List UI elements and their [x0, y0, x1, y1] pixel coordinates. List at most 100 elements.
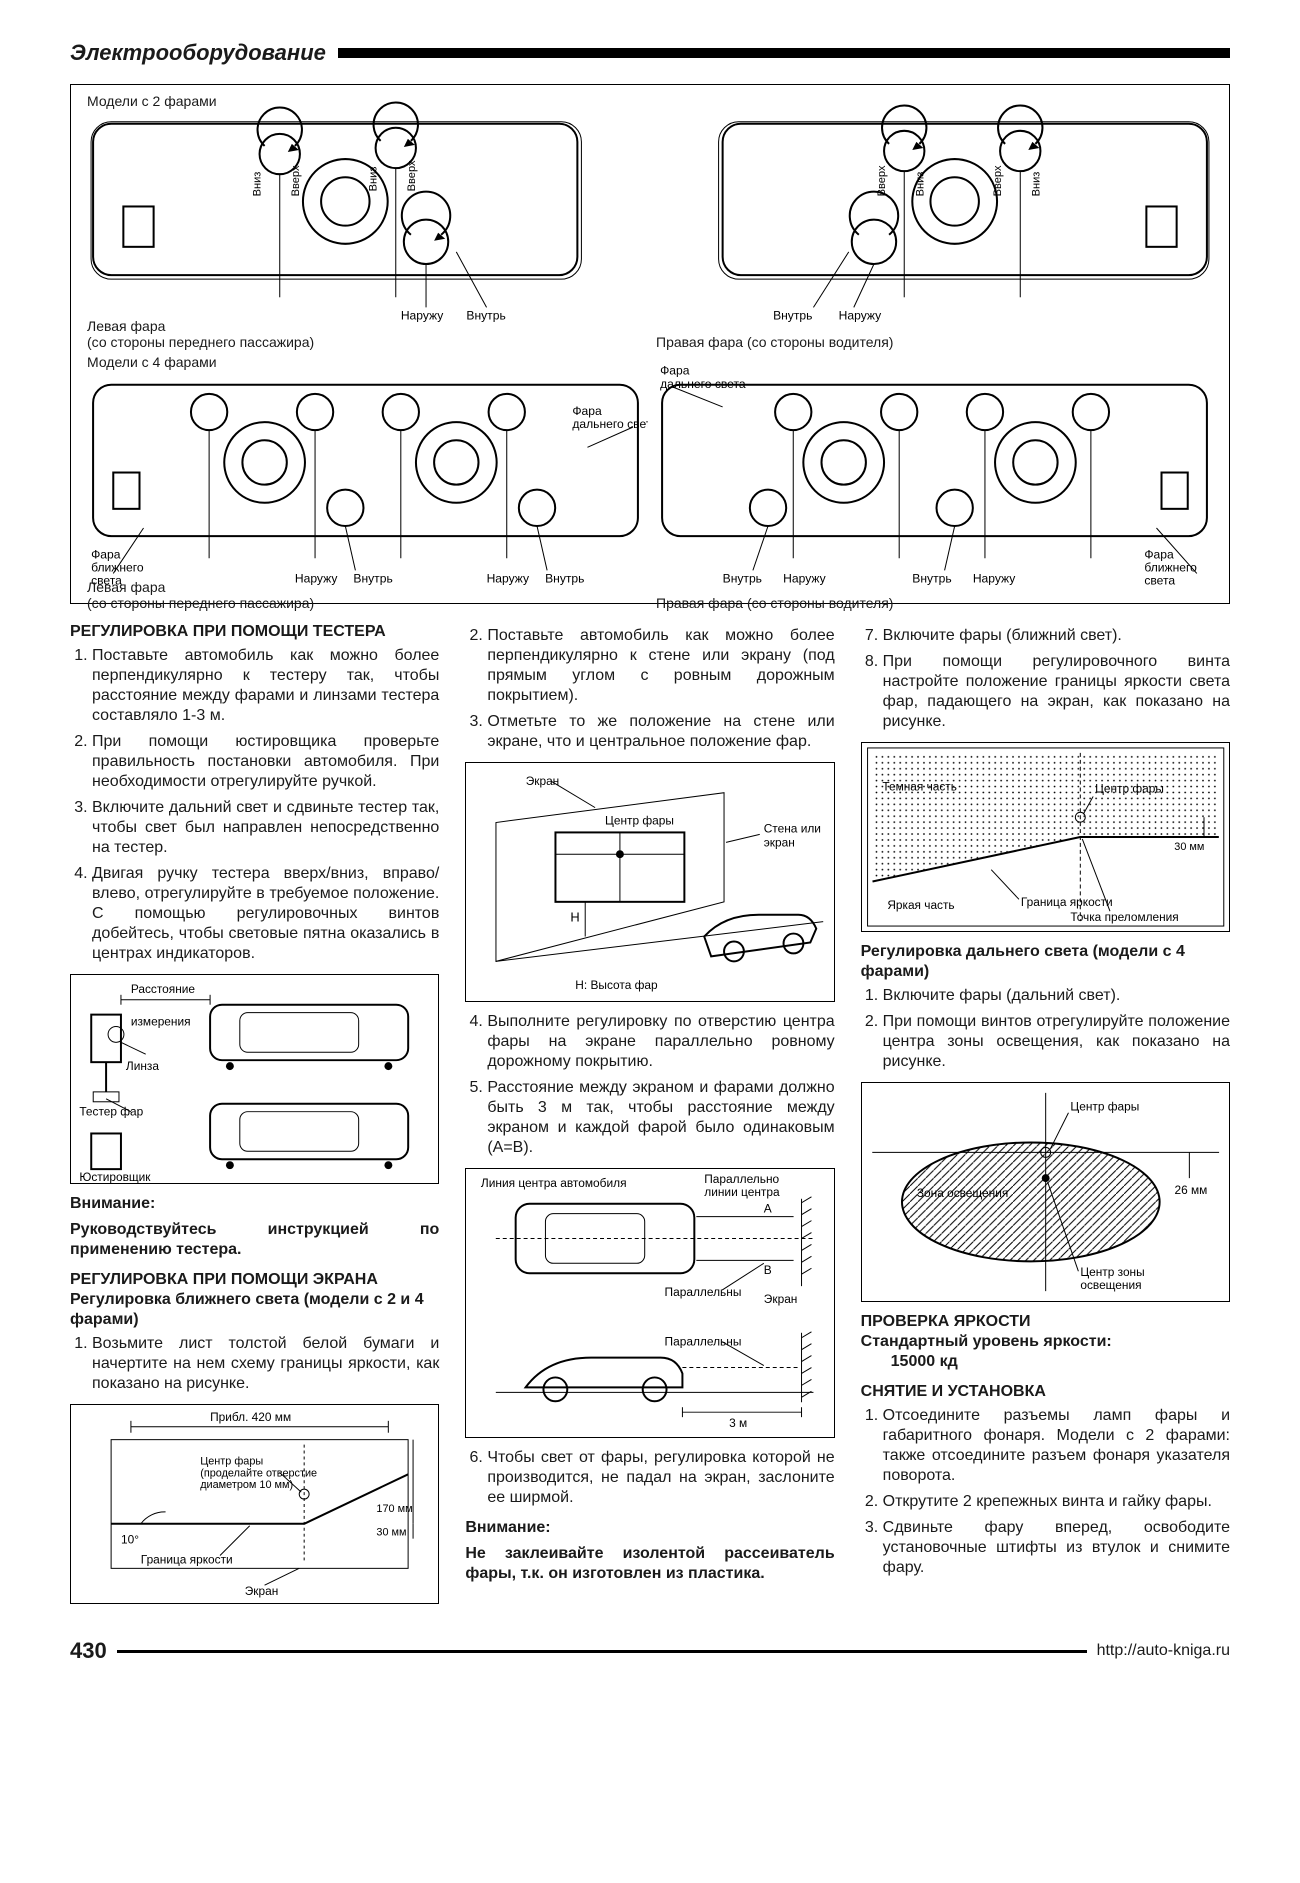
h-remove: СНЯТИЕ И УСТАНОВКА — [861, 1382, 1230, 1402]
svg-text:Параллельно: Параллельно — [705, 1172, 780, 1186]
svg-text:Центр фары: Центр фары — [605, 813, 674, 827]
svg-text:диаметром 10 мм): диаметром 10 мм) — [200, 1479, 293, 1491]
svg-text:Центр фары: Центр фары — [1070, 1100, 1139, 1114]
h-highbeam: Регулировка дальнего света (модели с 4 ф… — [861, 942, 1230, 982]
svg-text:Наружу: Наружу — [783, 572, 826, 586]
body-columns: РЕГУЛИРОВКА ПРИ ПОМОЩИ ТЕСТЕРА Поставьте… — [70, 622, 1230, 1614]
svg-text:Тестер фар: Тестер фар — [79, 1105, 143, 1119]
headlamp-diagram: Модели с 2 фарами — [70, 84, 1230, 604]
svg-text:измерения: измерения — [131, 1015, 191, 1029]
caption-left2b: (со стороны переднего пассажира) — [87, 595, 314, 611]
headlamp-4-left: Модели с 4 фарами Фара ближн — [83, 354, 648, 611]
svg-text:Вверх: Вверх — [406, 160, 418, 191]
svg-text:30 мм: 30 мм — [1174, 841, 1204, 853]
list-item: Отметьте то же положение на стене или эк… — [487, 712, 834, 752]
caption-left1b: Левая фара — [87, 579, 165, 595]
footer-rule — [117, 1650, 1087, 1653]
screen-steps5: Включите фары (ближний свет).При помощи … — [861, 626, 1230, 732]
h-tester: РЕГУЛИРОВКА ПРИ ПОМОЩИ ТЕСТЕРА — [70, 622, 439, 642]
list-item: Поставьте автомобиль как можно более пер… — [487, 626, 834, 706]
svg-text:Вверх: Вверх — [290, 165, 302, 196]
brightness-val: 15000 кд — [861, 1352, 1230, 1372]
svg-text:Темная часть: Темная часть — [882, 779, 957, 793]
svg-text:Граница яркости: Граница яркости — [141, 1552, 233, 1566]
svg-text:Внутрь: Внутрь — [912, 572, 951, 586]
column-1: РЕГУЛИРОВКА ПРИ ПОМОЩИ ТЕСТЕРА Поставьте… — [70, 622, 439, 1614]
headlamp-4-right: Фара дальнего света Фара ближнего света … — [652, 354, 1217, 611]
svg-text:Граница яркости: Граница яркости — [1021, 895, 1113, 909]
svg-text:H: Высота фар: H: Высота фар — [576, 978, 659, 992]
fig-tester: Расстояние измерения Линза Тестер фар Юс… — [70, 974, 439, 1184]
svg-text:Центр фары: Центр фары — [200, 1455, 263, 1467]
svg-text:света: света — [1144, 574, 1175, 588]
svg-text:Зона освещения: Зона освещения — [917, 1186, 1008, 1200]
h-brightness: ПРОВЕРКА ЯРКОСТИ — [861, 1312, 1230, 1332]
svg-text:Внутрь: Внутрь — [773, 308, 812, 322]
h-screen: РЕГУЛИРОВКА ПРИ ПОМОЩИ ЭКРАНА — [70, 1270, 439, 1290]
svg-text:Фара: Фара — [660, 364, 690, 378]
footer-url: http://auto-kniga.ru — [1097, 1642, 1230, 1660]
svg-text:Внутрь: Внутрь — [545, 572, 584, 586]
svg-text:Внутрь: Внутрь — [353, 572, 392, 586]
page-number: 430 — [70, 1638, 107, 1664]
list-item: Расстояние между экраном и фарами должно… — [487, 1078, 834, 1158]
list-item: Отсоедините разъемы ламп фары и габаритн… — [883, 1406, 1230, 1486]
svg-text:ближнего: ближнего — [91, 561, 144, 575]
list-item: При помощи винтов отрегулируйте положени… — [883, 1012, 1230, 1072]
svg-text:дальнего света: дальнего света — [572, 417, 648, 431]
svg-text:освещения: освещения — [1080, 1278, 1141, 1292]
page-footer: 430 http://auto-kniga.ru — [70, 1638, 1230, 1664]
svg-text:Стена или: Стена или — [764, 821, 821, 835]
remove-steps: Отсоедините разъемы ламп фары и габаритн… — [861, 1406, 1230, 1578]
svg-text:Расстояние: Расстояние — [131, 982, 196, 996]
section-title: Электрооборудование — [70, 40, 326, 66]
svg-text:Фара: Фара — [572, 404, 602, 418]
caption-left1: Левая фара — [87, 318, 165, 334]
svg-text:Линия центра автомобиля: Линия центра автомобиля — [481, 1176, 627, 1190]
h-lowbeam: Регулировка ближнего света (модели с 2 и… — [70, 1290, 439, 1330]
note2: Не заклеивайте изолентой рассеиватель фа… — [465, 1544, 834, 1584]
fig-topview: Линия центра автомобиля Параллельно лини… — [465, 1168, 834, 1438]
header-rule — [338, 48, 1230, 58]
column-2: Поставьте автомобиль как можно более пер… — [465, 622, 834, 1614]
list-item: Двигая ручку тестера вверх/вниз, вправо/… — [92, 864, 439, 964]
svg-text:B: B — [764, 1263, 772, 1277]
svg-text:Наружу: Наружу — [839, 308, 882, 322]
tester-note: Руководствуйтесь инструкцией по применен… — [70, 1220, 439, 1260]
tester-steps: Поставьте автомобиль как можно более пер… — [70, 646, 439, 964]
svg-text:Наружу: Наружу — [973, 572, 1016, 586]
svg-text:A: A — [764, 1202, 772, 1216]
fig-wall: Экран Центр фары Стена или экран H — [465, 762, 834, 1002]
svg-text:(проделайте отверстие: (проделайте отверстие — [200, 1467, 317, 1479]
page-header: Электрооборудование — [70, 40, 1230, 66]
caption-rightb: Правая фара (со стороны водителя) — [656, 595, 893, 611]
svg-text:экран: экран — [764, 835, 795, 849]
svg-text:Вниз: Вниз — [368, 167, 380, 192]
screen-steps1: Возьмите лист толстой белой бумаги и нач… — [70, 1334, 439, 1394]
screen-steps4: Чтобы свет от фары, регулировка которой … — [465, 1448, 834, 1508]
column-3: Включите фары (ближний свет).При помощи … — [861, 622, 1230, 1614]
svg-text:Наружу: Наружу — [295, 572, 338, 586]
svg-text:Фара: Фара — [91, 547, 121, 561]
list-item: Чтобы свет от фары, регулировка которой … — [487, 1448, 834, 1508]
svg-text:Яркая часть: Яркая часть — [887, 898, 954, 912]
svg-text:ближнего: ближнего — [1144, 561, 1197, 575]
list-item: При помощи регулировочного винта настрой… — [883, 652, 1230, 732]
note-h: Внимание: — [70, 1195, 155, 1212]
svg-text:10°: 10° — [121, 1533, 139, 1547]
screen-steps2: Поставьте автомобиль как можно более пер… — [465, 626, 834, 752]
caption-right: Правая фара (со стороны водителя) — [656, 334, 893, 350]
svg-text:Экран: Экран — [245, 1584, 278, 1598]
svg-text:Экран: Экран — [526, 774, 560, 788]
svg-text:Вниз: Вниз — [1030, 172, 1042, 197]
list-item: Включите фары (дальний свет). — [883, 986, 1230, 1006]
highbeam-steps: Включите фары (дальний свет). При помощи … — [861, 986, 1230, 1072]
svg-text:Вниз: Вниз — [914, 172, 926, 197]
row-label2: Модели с 4 фарами — [87, 354, 217, 370]
svg-text:Параллельны: Параллельны — [665, 1285, 742, 1299]
svg-text:H: H — [571, 910, 580, 925]
fig-highbeam: Центр фары Зона освещения 26 мм Центр зо… — [861, 1082, 1230, 1302]
list-item: Сдвиньте фару вперед, освободите установ… — [883, 1518, 1230, 1578]
svg-text:дальнего света: дальнего света — [660, 377, 746, 391]
list-item: Возьмите лист толстой белой бумаги и нач… — [92, 1334, 439, 1394]
